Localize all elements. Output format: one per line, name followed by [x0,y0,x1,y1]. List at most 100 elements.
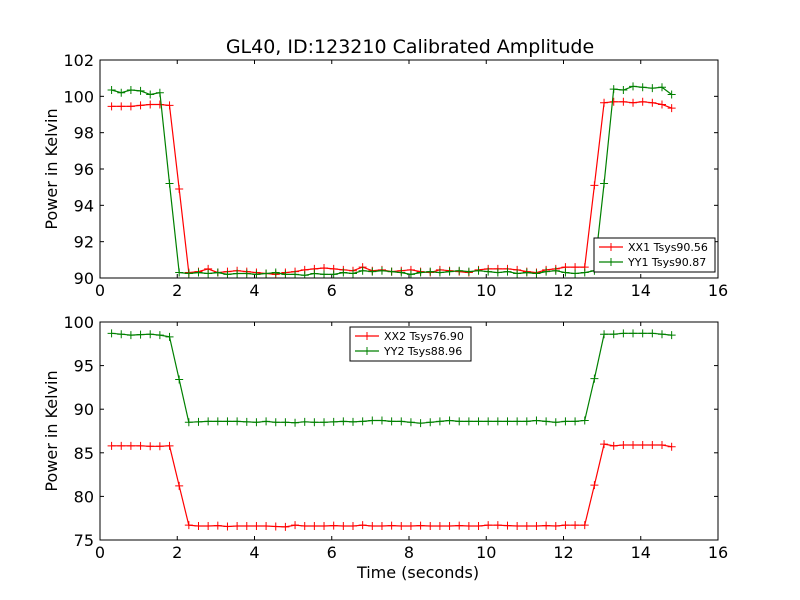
data-point-xx2 [107,441,116,450]
data-point-xx2 [522,522,531,531]
data-point-xx2 [532,522,541,531]
data-point-yy1 [194,268,203,277]
data-point-yy2 [107,329,116,338]
data-point-yy1 [252,270,261,278]
data-point-yy2 [397,417,406,426]
data-point-xx1 [629,98,638,107]
legend-box [349,326,472,362]
data-point-yy1 [542,267,551,276]
data-point-xx2 [368,522,377,531]
data-point-yy1 [445,267,454,276]
legend-label-xx2: XX2 Tsys76.90 [384,330,464,343]
data-point-xx1 [126,102,135,111]
data-point-xx2 [339,522,348,531]
data-point-yy2 [532,416,541,425]
data-point-xx2 [619,440,628,449]
data-point-xx2 [667,442,676,451]
data-point-yy1 [107,85,116,94]
data-point-xx2 [300,522,309,531]
x-tick-label: 12 [553,543,573,562]
data-point-yy1 [580,268,589,277]
data-point-yy1 [416,268,425,277]
data-point-xx2 [136,441,145,450]
data-point-yy1 [223,270,232,278]
data-point-yy1 [571,269,580,278]
data-point-yy2 [474,417,483,426]
data-point-yy2 [310,418,319,427]
legend-label-xx1: XX1 Tsys90.56 [628,241,708,254]
data-point-yy1 [175,268,184,277]
data-point-yy1 [136,86,145,95]
x-tick-label: 6 [327,281,337,300]
data-point-xx2 [590,481,599,490]
data-point-xx2 [503,521,512,530]
data-point-yy1 [435,268,444,277]
data-point-xx2 [484,521,493,530]
legend-box [593,237,716,273]
data-point-yy1 [619,85,628,94]
y-tick-label: 102 [63,51,94,70]
data-point-yy2 [667,331,676,340]
data-point-yy1 [551,266,560,275]
y-tick-label: 90 [74,269,94,288]
data-point-yy1 [262,269,271,278]
x-tick-label: 10 [476,281,496,300]
x-tick-label: 8 [404,543,414,562]
data-point-yy2 [377,416,386,425]
x-tick-label: 2 [172,281,182,300]
data-point-yy2 [464,417,473,426]
data-point-xx2 [600,440,609,449]
data-point-yy1 [126,85,135,94]
data-point-xx2 [397,522,406,531]
data-point-yy2 [600,330,609,339]
data-point-yy2 [629,329,638,338]
data-point-yy1 [493,268,502,277]
data-point-yy2 [126,331,135,340]
data-point-xx2 [580,521,589,530]
data-point-yy2 [300,417,309,426]
data-point-xx2 [233,522,242,531]
data-point-yy1 [165,179,174,188]
data-point-xx2 [629,440,638,449]
subplot-2: 0 2 4 6 8 10 12 14 16 75 80 85 90 95 100 Power in Kelvi… [42,313,728,582]
legend-marker-xx2 [363,332,371,340]
data-point-yy2 [503,417,512,426]
data-point-yy1 [117,88,126,97]
data-point-yy1 [406,270,415,278]
data-point-yy2 [435,417,444,426]
data-point-xx1 [609,97,618,106]
legend-marker-yy1 [607,258,615,266]
data-point-yy1 [609,85,618,94]
data-point-yy1 [339,268,348,277]
x-tick-label: 0 [95,281,105,300]
data-point-xx2 [377,522,386,531]
data-point-xx1 [648,98,657,107]
data-point-yy1 [155,88,164,97]
data-point-yy1 [464,267,473,276]
data-point-xx2 [194,522,203,531]
data-point-xx1 [117,102,126,111]
data-point-xx2 [648,440,657,449]
data-point-xx2 [455,521,464,530]
data-point-yy2 [262,417,271,426]
data-point-yy2 [204,417,213,426]
data-point-yy2 [416,419,425,428]
data-point-yy1 [503,267,512,276]
data-point-yy1 [600,179,609,188]
x-tick-label: 10 [476,543,496,562]
x-tick-label: 14 [631,281,651,300]
data-point-xx2 [252,522,261,531]
legend: XX2 Tsys76.90 YY2 Tsys88.96 [349,326,472,362]
y-tick-label: 100 [63,313,94,332]
data-point-yy1 [513,269,522,278]
y-axis-label: Power in Kelvin [42,370,61,491]
data-point-xx2 [464,522,473,531]
data-point-yy2 [387,417,396,426]
data-point-yy2 [194,417,203,426]
data-point-yy1 [561,268,570,277]
data-point-yy1 [233,269,242,278]
data-point-yy1 [387,267,396,276]
data-point-yy1 [368,267,377,276]
data-point-yy2 [455,417,464,426]
data-point-yy1 [242,269,251,278]
